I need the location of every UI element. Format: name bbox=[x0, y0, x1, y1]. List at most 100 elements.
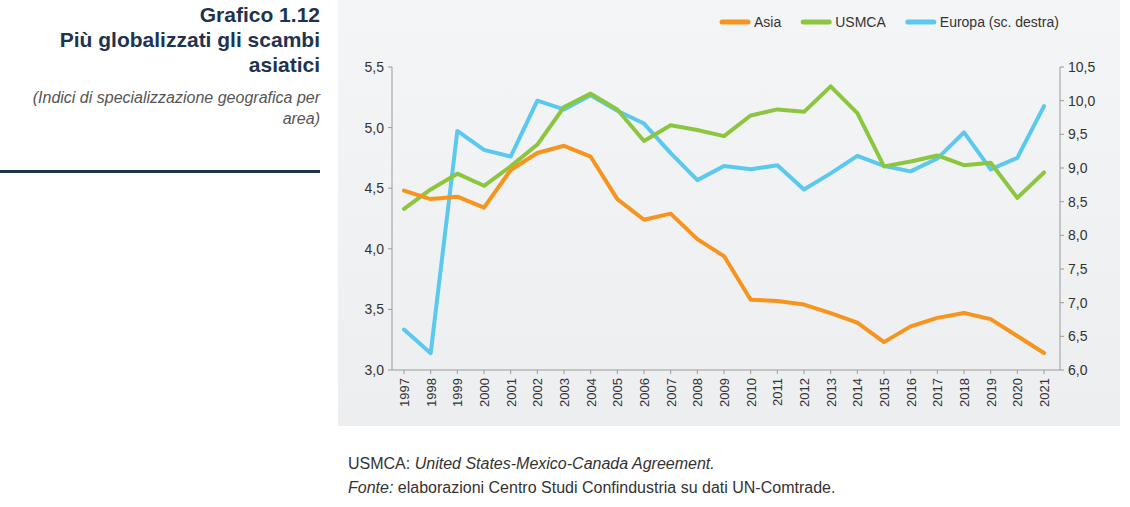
y2-tick bbox=[1060, 134, 1064, 135]
note-label: Fonte: bbox=[348, 479, 393, 496]
y-tick-label: 4,5 bbox=[365, 180, 385, 196]
y2-tick bbox=[1060, 67, 1064, 68]
x-tick-label: 2009 bbox=[717, 378, 732, 407]
notes: USMCA: United States-Mexico-Canada Agreem… bbox=[348, 452, 835, 500]
header-rule bbox=[0, 170, 320, 173]
legend-swatch bbox=[722, 20, 748, 25]
x-tick bbox=[537, 370, 538, 374]
x-tick bbox=[724, 370, 725, 374]
x-tick bbox=[564, 370, 565, 374]
x-tick bbox=[750, 370, 751, 374]
y2-tick-label: 8,0 bbox=[1068, 227, 1088, 243]
x-tick bbox=[590, 370, 591, 374]
y2-axis-line bbox=[1060, 67, 1061, 370]
x-tick bbox=[910, 370, 911, 374]
x-tick-label: 2017 bbox=[930, 378, 945, 407]
y-tick bbox=[388, 370, 392, 371]
note-text: United States-Mexico-Canada Agreement. bbox=[415, 455, 715, 472]
panel bbox=[338, 0, 1120, 426]
legend-label: Europa (sc. destra) bbox=[940, 14, 1059, 30]
note: USMCA: United States-Mexico-Canada Agreem… bbox=[348, 452, 835, 476]
x-tick bbox=[697, 370, 698, 374]
x-tick-label: 2001 bbox=[504, 378, 519, 407]
x-tick bbox=[964, 370, 965, 374]
x-tick-label: 2013 bbox=[824, 378, 839, 407]
y2-tick-label: 10,0 bbox=[1068, 93, 1095, 109]
x-tick-label: 2020 bbox=[1010, 378, 1025, 407]
x-tick bbox=[830, 370, 831, 374]
x-tick-label: 1998 bbox=[424, 378, 439, 407]
y2-tick bbox=[1060, 100, 1064, 101]
chart: 3,03,54,04,55,05,56,06,57,07,58,08,59,09… bbox=[0, 0, 1130, 507]
y2-tick bbox=[1060, 168, 1064, 169]
x-tick bbox=[990, 370, 991, 374]
x-tick bbox=[804, 370, 805, 374]
x-tick-label: 2000 bbox=[477, 378, 492, 407]
x-tick bbox=[430, 370, 431, 374]
figure-label: Grafico 1.12 bbox=[0, 2, 320, 27]
y2-tick bbox=[1060, 269, 1064, 270]
x-tick bbox=[457, 370, 458, 374]
x-tick-label: 2010 bbox=[744, 378, 759, 407]
title: Più globalizzati gli scambi asiatici bbox=[0, 27, 320, 77]
x-tick-label: 2003 bbox=[557, 378, 572, 407]
x-tick-label: 2005 bbox=[610, 378, 625, 407]
y2-tick bbox=[1060, 302, 1064, 303]
y2-tick-label: 7,5 bbox=[1068, 261, 1088, 277]
y2-tick-label: 7,0 bbox=[1068, 295, 1088, 311]
legend-swatch bbox=[908, 20, 934, 25]
y2-tick bbox=[1060, 235, 1064, 236]
y2-tick-label: 6,0 bbox=[1068, 362, 1088, 378]
y-tick-label: 3,5 bbox=[365, 301, 385, 317]
y-tick bbox=[388, 67, 392, 68]
x-tick bbox=[644, 370, 645, 374]
y2-tick bbox=[1060, 370, 1064, 371]
x-tick-label: 2016 bbox=[904, 378, 919, 407]
x-tick-label: 2002 bbox=[530, 378, 545, 407]
y-tick bbox=[388, 127, 392, 128]
y-tick-label: 4,0 bbox=[365, 241, 385, 257]
x-tick-label: 2011 bbox=[770, 378, 785, 406]
x-tick-label: 2006 bbox=[637, 378, 652, 407]
x-tick-label: 2018 bbox=[957, 378, 972, 407]
y-tick-label: 3,0 bbox=[365, 362, 385, 378]
y2-tick bbox=[1060, 201, 1064, 202]
y2-tick-label: 9,5 bbox=[1068, 126, 1088, 142]
x-tick-label: 2015 bbox=[877, 378, 892, 407]
x-tick bbox=[617, 370, 618, 374]
note: Fonte: elaborazioni Centro Studi Confindu… bbox=[348, 476, 835, 500]
x-tick bbox=[937, 370, 938, 374]
x-tick bbox=[777, 370, 778, 374]
x-axis-line bbox=[392, 370, 1060, 371]
x-tick-label: 2014 bbox=[850, 378, 865, 407]
legend-swatch bbox=[803, 20, 829, 25]
x-tick bbox=[670, 370, 671, 374]
y2-tick-label: 6,5 bbox=[1068, 328, 1088, 344]
x-tick-label: 2021 bbox=[1037, 378, 1052, 407]
x-tick bbox=[484, 370, 485, 374]
y-tick-label: 5,0 bbox=[365, 120, 385, 136]
header: Grafico 1.12 Più globalizzati gli scambi… bbox=[0, 0, 320, 129]
y2-tick bbox=[1060, 336, 1064, 337]
legend-label: Asia bbox=[754, 14, 781, 30]
y-tick-label: 5,5 bbox=[365, 59, 385, 75]
y-tick bbox=[388, 188, 392, 189]
x-tick-label: 2007 bbox=[664, 378, 679, 407]
x-tick bbox=[884, 370, 885, 374]
x-tick bbox=[404, 370, 405, 374]
x-tick-label: 1997 bbox=[397, 378, 412, 407]
subtitle: (Indici di specializzazione geografica p… bbox=[0, 87, 320, 129]
note-label: USMCA: bbox=[348, 455, 410, 472]
y-tick bbox=[388, 309, 392, 310]
x-tick bbox=[1017, 370, 1018, 374]
note-text: elaborazioni Centro Studi Confindustria … bbox=[398, 479, 836, 496]
x-tick-label: 2008 bbox=[690, 378, 705, 407]
x-tick-label: 2004 bbox=[584, 378, 599, 407]
y2-tick-label: 8,5 bbox=[1068, 194, 1088, 210]
x-tick bbox=[857, 370, 858, 374]
x-tick bbox=[1044, 370, 1045, 374]
series-line bbox=[404, 86, 1044, 208]
x-tick-label: 2019 bbox=[984, 378, 999, 407]
legend-label: USMCA bbox=[835, 14, 886, 30]
y-axis-line bbox=[392, 67, 393, 370]
